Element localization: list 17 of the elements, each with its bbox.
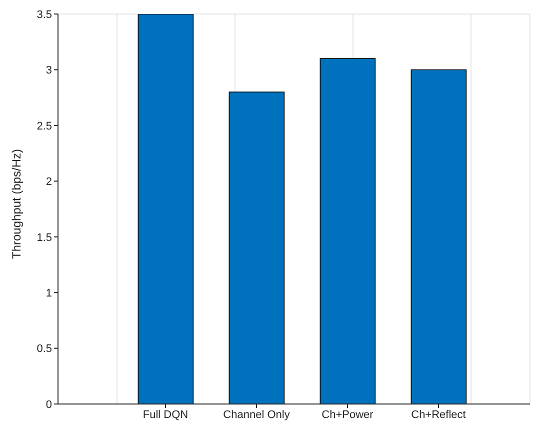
bar (320, 58, 376, 404)
y-axis-title: Throughput (bps/Hz) (9, 148, 24, 259)
x-tick-label: Ch+Reflect (411, 408, 466, 421)
y-tick-label: 2.5 (36, 120, 52, 132)
y-tick-label: 1.5 (36, 232, 52, 244)
y-tick-label: 3.5 (36, 8, 52, 21)
bar (138, 14, 194, 404)
y-tick-label: 2 (46, 176, 52, 188)
y-tick-label: 3 (46, 64, 52, 77)
bar (228, 92, 285, 404)
y-tick-label: 1 (46, 287, 52, 300)
x-tick-label: Ch+Power (322, 408, 374, 421)
x-tick-label: Full DQN (142, 408, 188, 421)
y-tick-label: 0 (46, 398, 52, 411)
x-tick-label: Channel Only (223, 408, 290, 421)
y-tick-label: 0.5 (36, 343, 52, 356)
bar (410, 69, 467, 404)
